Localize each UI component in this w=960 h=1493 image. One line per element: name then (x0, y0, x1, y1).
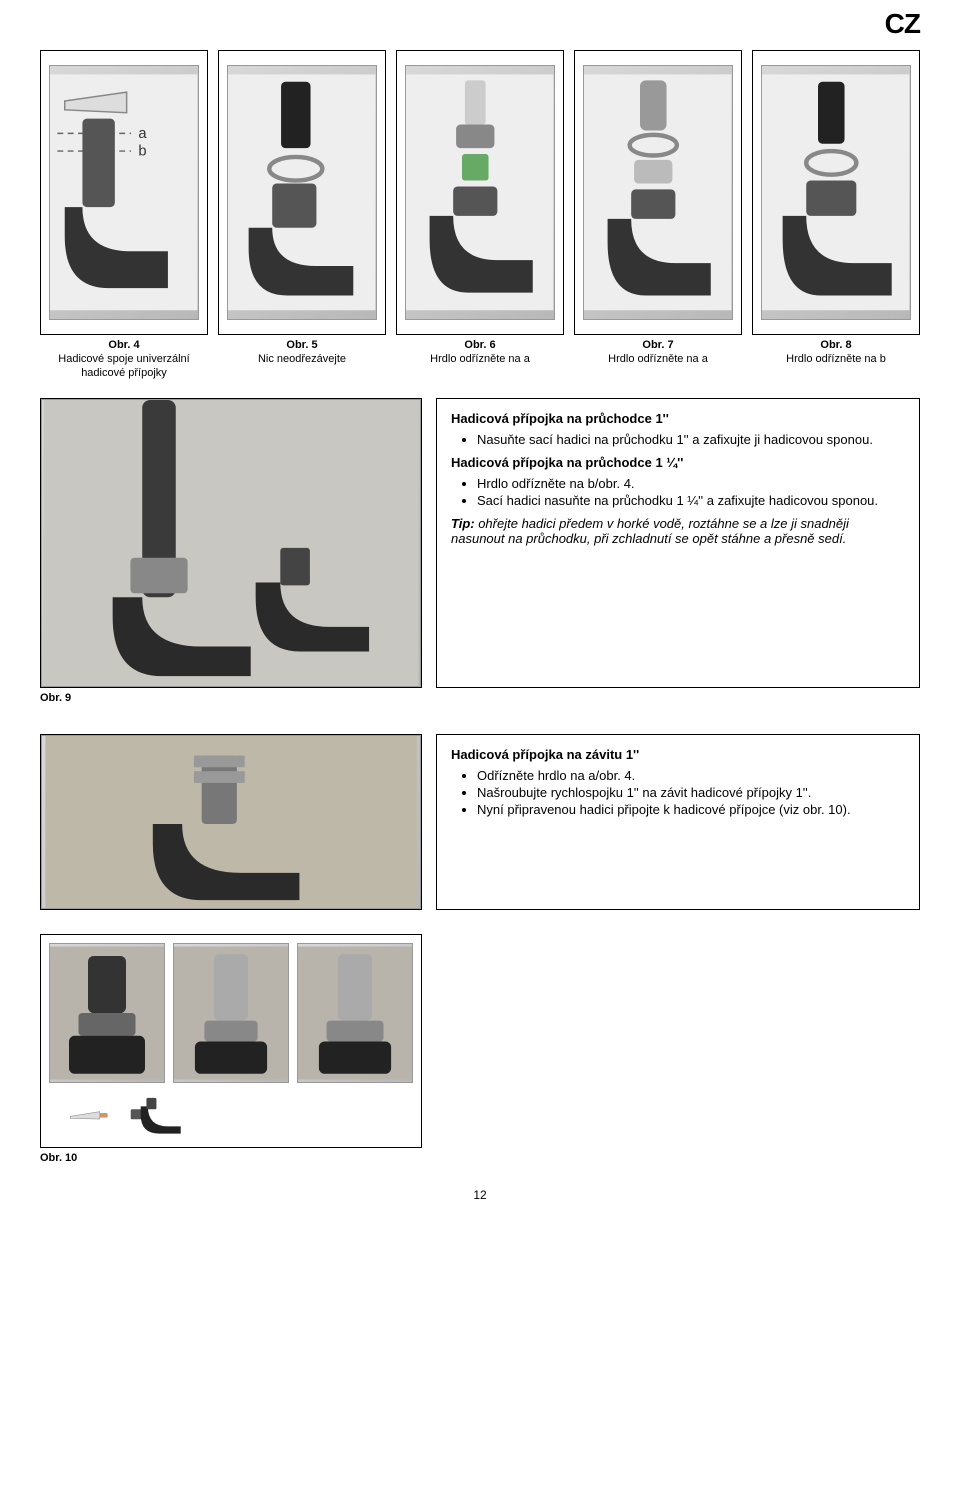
fitting-diagram-icon (228, 66, 375, 319)
list-item: Odřízněte hrdlo na a/obr. 4. (477, 768, 905, 783)
caption-text: Hrdlo odřízněte na b (786, 353, 886, 365)
instructions-box-2: Hadicová přípojka na závitu 1'' Odříznět… (436, 734, 920, 910)
fitting-diagram-icon: a b (50, 66, 197, 319)
photo-placeholder (173, 943, 289, 1083)
caption-obr5: Obr. 5 Nic neodřezávejte (218, 339, 386, 380)
figure-row-top: a b (40, 50, 920, 335)
section-obr10-desc: Hadicová přípojka na závitu 1'' Odříznět… (40, 734, 920, 910)
figure-obr8 (752, 50, 920, 335)
fitting-diagram-icon (406, 66, 553, 319)
figure-obr4: a b (40, 50, 208, 335)
photo-placeholder (227, 65, 376, 320)
fitting-diagram-icon (762, 66, 909, 319)
fitting-diagram-icon (584, 66, 731, 319)
instructions-box-1: Hadicová přípojka na průchodce 1'' Nasuň… (436, 398, 920, 688)
figure-obr5 (218, 50, 386, 335)
caption-obr4: Obr. 4 Hadicové spoje univerzální hadico… (40, 339, 208, 380)
figure-obr10 (40, 934, 422, 1148)
language-tag: CZ (885, 8, 920, 40)
list-item: Sací hadici nasuňte na průchodku 1 ¼'' a… (477, 493, 905, 508)
hose-closeup-icon (50, 944, 164, 1082)
caption-bold: Obr. 8 (820, 339, 851, 351)
bullet-list: Odřízněte hrdlo na a/obr. 4. Našroubujte… (451, 768, 905, 817)
figure-thread-connection (40, 734, 422, 910)
caption-bold: Obr. 6 (464, 339, 495, 351)
heading: Hadicová přípojka na průchodce 1 ¼'' (451, 455, 905, 470)
photo-placeholder (49, 943, 165, 1083)
tip-text: Tip: ohřejte hadici předem v horké vodě,… (451, 516, 905, 546)
caption-text: Hrdlo odřízněte na a (608, 353, 708, 365)
photo-placeholder (761, 65, 910, 320)
elbow-fitting-icon (125, 1095, 185, 1135)
caption-row: Obr. 4 Hadicové spoje univerzální hadico… (40, 339, 920, 380)
figure-obr10-bottom-row (49, 1091, 413, 1139)
list-item: Našroubujte rychlospojku 1'' na závit ha… (477, 785, 905, 800)
figure-obr6 (396, 50, 564, 335)
caption-obr8: Obr. 8 Hrdlo odřízněte na b (752, 339, 920, 380)
svg-text:b: b (139, 144, 147, 160)
saw-icon (69, 1108, 109, 1122)
figure-label-obr9: Obr. 9 (40, 692, 920, 704)
hose-detail-icon (42, 400, 420, 686)
section-obr9: Hadicová přípojka na průchodce 1'' Nasuň… (40, 398, 920, 688)
hose-closeup-icon (174, 944, 288, 1082)
photo-placeholder (41, 735, 421, 909)
page: CZ a b (0, 0, 960, 1232)
list-item: Nyní připravenou hadici připojte k hadic… (477, 802, 905, 817)
hose-closeup-icon (298, 944, 412, 1082)
tip-body: ohřejte hadici předem v horké vodě, rozt… (451, 516, 849, 546)
figure-obr7 (574, 50, 742, 335)
photo-placeholder (41, 399, 421, 687)
caption-obr7: Obr. 7 Hrdlo odřízněte na a (574, 339, 742, 380)
caption-text: Nic neodřezávejte (258, 353, 346, 365)
caption-text: Hadicové spoje univerzální hadicové příp… (58, 353, 189, 379)
bullet-list: Nasuňte sací hadici na průchodku 1'' a z… (451, 432, 905, 447)
figure-obr10-top-row (49, 943, 413, 1083)
list-item: Hrdlo odřízněte na b/obr. 4. (477, 476, 905, 491)
heading: Hadicová přípojka na závitu 1'' (451, 747, 905, 762)
caption-text: Hrdlo odřízněte na a (430, 353, 530, 365)
caption-bold: Obr. 5 (286, 339, 317, 351)
tip-label: Tip: (451, 516, 475, 531)
list-item: Nasuňte sací hadici na průchodku 1'' a z… (477, 432, 905, 447)
photo-placeholder (405, 65, 554, 320)
page-number: 12 (40, 1188, 920, 1202)
caption-bold: Obr. 7 (642, 339, 673, 351)
figure-obr9 (40, 398, 422, 688)
svg-text:a: a (139, 126, 148, 142)
thread-detail-icon (42, 736, 420, 908)
figure-label-obr10: Obr. 10 (40, 1152, 920, 1164)
photo-placeholder (297, 943, 413, 1083)
bullet-list: Hrdlo odřízněte na b/obr. 4. Sací hadici… (451, 476, 905, 508)
caption-obr6: Obr. 6 Hrdlo odřízněte na a (396, 339, 564, 380)
heading: Hadicová přípojka na průchodce 1'' (451, 411, 905, 426)
photo-placeholder: a b (49, 65, 198, 320)
caption-bold: Obr. 4 (108, 339, 139, 351)
photo-placeholder (583, 65, 732, 320)
